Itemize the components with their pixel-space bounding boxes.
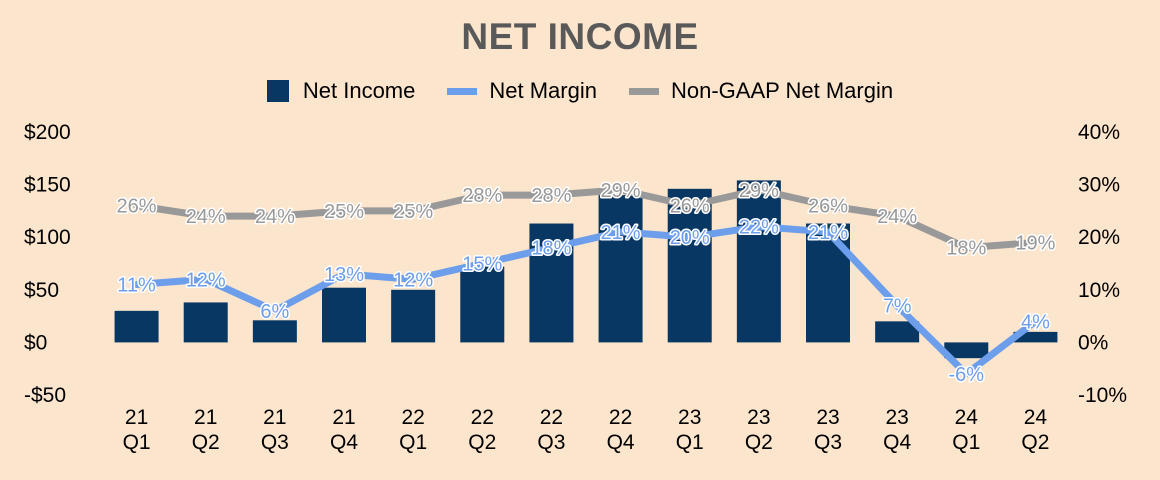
data-label-non-gaap-net-margin: 25% xyxy=(324,201,364,223)
x-axis-quarter-label: Q1 xyxy=(123,431,151,454)
data-label-net-margin: 22% xyxy=(739,217,779,239)
x-axis-quarter-label: Q1 xyxy=(952,431,980,454)
x-axis-year-label: 23 xyxy=(885,406,908,429)
x-axis-quarter-label: Q3 xyxy=(814,431,842,454)
bar-net-income xyxy=(1013,331,1058,343)
data-label-net-margin: 6% xyxy=(260,301,289,323)
right-axis-tick-label: 20% xyxy=(1078,226,1120,249)
data-label-net-margin: -6% xyxy=(948,364,984,386)
left-axis-tick-label: $100 xyxy=(24,226,71,249)
bar-net-income xyxy=(391,289,436,343)
data-label-net-margin: 21% xyxy=(601,222,641,244)
x-axis-year-label: 22 xyxy=(401,406,424,429)
data-label-non-gaap-net-margin: 28% xyxy=(531,185,571,207)
x-axis-quarter-label: Q1 xyxy=(399,431,427,454)
data-label-non-gaap-net-margin: 28% xyxy=(462,185,502,207)
x-axis-quarter-label: Q3 xyxy=(261,431,289,454)
right-axis-tick-label: 0% xyxy=(1078,331,1108,354)
legend-item-net-margin: Net Margin xyxy=(447,78,597,104)
left-axis-tick-label: $150 xyxy=(24,174,71,197)
data-label-net-margin: 15% xyxy=(462,254,502,276)
bar-net-income xyxy=(460,266,505,343)
x-axis-quarter-label: Q4 xyxy=(883,431,911,454)
data-label-net-margin: 11% xyxy=(117,275,156,297)
legend-label-net-income: Net Income xyxy=(302,78,416,103)
x-axis-year-label: 21 xyxy=(263,406,286,429)
x-axis-quarter-label: Q2 xyxy=(468,431,496,454)
chart-title: NET INCOME xyxy=(461,16,699,57)
x-axis-quarter-label: Q4 xyxy=(330,431,358,454)
data-label-non-gaap-net-margin: 29% xyxy=(601,180,641,202)
left-axis-tick-label: -$50 xyxy=(24,384,66,407)
data-label-non-gaap-net-margin: 26% xyxy=(808,196,848,218)
x-axis-year-label: 23 xyxy=(816,406,839,429)
legend: Net Income Net Margin Non-GAAP Net Margi… xyxy=(0,78,1160,104)
data-label-non-gaap-net-margin: 19% xyxy=(1015,232,1055,254)
x-axis-year-label: 23 xyxy=(678,406,701,429)
x-axis-year-label: 21 xyxy=(125,406,148,429)
data-label-non-gaap-net-margin: 26% xyxy=(117,196,157,218)
data-label-net-margin: 20% xyxy=(670,227,710,249)
data-label-non-gaap-net-margin: 24% xyxy=(877,206,917,228)
bar-net-income xyxy=(667,188,712,343)
legend-swatch-net-margin xyxy=(447,87,478,95)
legend-label-net-margin: Net Margin xyxy=(489,78,597,103)
x-axis-year-label: 24 xyxy=(1024,406,1048,429)
x-axis-quarter-label: Q2 xyxy=(192,431,220,454)
bar-net-income xyxy=(183,302,228,343)
bar-net-income xyxy=(944,342,989,359)
data-label-net-margin: 12% xyxy=(393,269,433,291)
left-axis-tick-label: $50 xyxy=(24,279,59,302)
bar-net-income xyxy=(252,320,297,343)
data-label-net-margin: 13% xyxy=(324,264,364,286)
data-label-net-margin: 4% xyxy=(1021,311,1050,333)
data-label-net-margin: 21% xyxy=(808,222,848,244)
data-label-non-gaap-net-margin: 29% xyxy=(739,180,779,202)
bar-net-income xyxy=(736,180,781,343)
x-axis-quarter-label: Q1 xyxy=(676,431,704,454)
data-label-net-margin: 18% xyxy=(531,238,571,260)
data-label-net-margin: 7% xyxy=(883,296,912,318)
data-label-non-gaap-net-margin: 24% xyxy=(186,206,226,228)
right-axis-tick-label: 30% xyxy=(1078,174,1120,197)
legend-item-non-gaap-net-margin: Non-GAAP Net Margin xyxy=(628,78,894,104)
left-axis-tick-label: $200 xyxy=(24,121,71,144)
right-axis-tick-label: 40% xyxy=(1078,121,1120,144)
right-axis-tick-label: -10% xyxy=(1078,384,1127,407)
x-axis-year-label: 21 xyxy=(332,406,355,429)
data-label-non-gaap-net-margin: 25% xyxy=(393,201,433,223)
legend-item-net-income: Net Income xyxy=(266,78,416,104)
x-axis-year-label: 22 xyxy=(471,406,494,429)
left-axis-tick-label: $0 xyxy=(24,331,47,354)
x-axis-year-label: 22 xyxy=(609,406,632,429)
x-axis-year-label: 24 xyxy=(955,406,979,429)
bar-net-income xyxy=(114,310,159,343)
x-axis-quarter-label: Q3 xyxy=(537,431,565,454)
bar-net-income xyxy=(598,195,643,343)
bar-net-income xyxy=(322,287,366,343)
x-axis-year-label: 21 xyxy=(194,406,217,429)
x-axis-quarter-label: Q2 xyxy=(745,431,773,454)
x-axis-quarter-label: Q4 xyxy=(607,431,635,454)
right-axis-tick-label: 10% xyxy=(1078,279,1120,302)
line-net-margin xyxy=(133,223,1039,378)
data-label-non-gaap-net-margin: 26% xyxy=(670,196,710,218)
data-label-net-margin: 12% xyxy=(186,269,226,291)
x-axis-quarter-label: Q2 xyxy=(1021,431,1049,454)
data-label-non-gaap-net-margin: 18% xyxy=(946,238,986,260)
bar-net-income xyxy=(875,321,920,343)
data-label-non-gaap-net-margin: 24% xyxy=(255,206,295,228)
legend-swatch-net-income xyxy=(266,80,289,102)
x-axis-year-label: 23 xyxy=(747,406,770,429)
x-axis-year-label: 22 xyxy=(540,406,563,429)
legend-label-non-gaap-net-margin: Non-GAAP Net Margin xyxy=(670,78,894,103)
legend-swatch-non-gaap-net-margin xyxy=(628,87,659,95)
line-non-gaap-net-margin xyxy=(133,186,1039,252)
